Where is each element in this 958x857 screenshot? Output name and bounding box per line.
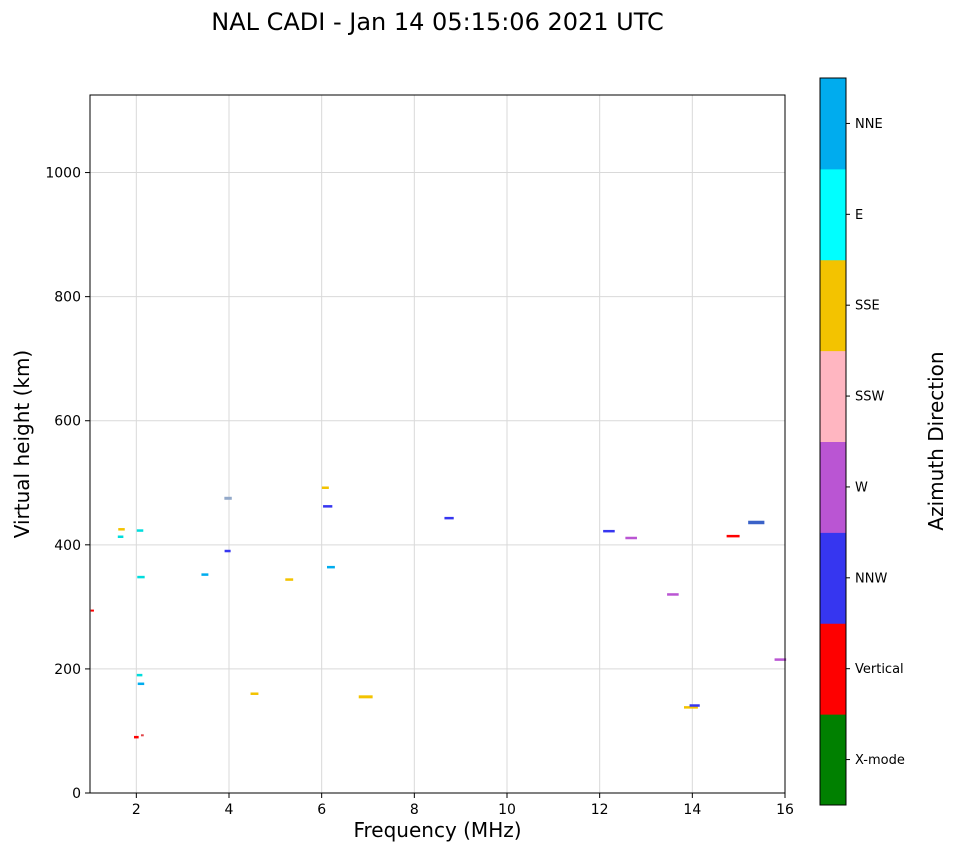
colorbar-tick-label: SSE bbox=[855, 299, 880, 314]
data-point bbox=[667, 593, 679, 596]
data-point bbox=[137, 575, 145, 579]
colorbar-segment bbox=[820, 441, 846, 533]
data-point bbox=[201, 573, 209, 576]
data-point bbox=[118, 528, 125, 531]
data-point bbox=[136, 529, 144, 532]
colorbar-tick-label: NNE bbox=[855, 117, 883, 132]
x-tick-label: 10 bbox=[498, 802, 516, 818]
x-tick-label: 16 bbox=[776, 802, 794, 818]
y-axis-label: Virtual height (km) bbox=[10, 349, 34, 539]
colorbar-segment bbox=[820, 532, 846, 624]
y-tick-label: 1000 bbox=[45, 166, 81, 182]
data-point bbox=[224, 496, 232, 500]
data-point bbox=[224, 549, 231, 553]
y-tick-label: 600 bbox=[54, 414, 81, 430]
colorbar-segment bbox=[820, 78, 846, 170]
x-tick-label: 14 bbox=[683, 802, 701, 818]
data-point bbox=[748, 520, 765, 525]
x-tick-label: 12 bbox=[591, 802, 609, 818]
data-point bbox=[321, 486, 329, 489]
colorbar-tick-label: Vertical bbox=[855, 662, 904, 677]
data-point bbox=[250, 692, 259, 695]
data-point bbox=[774, 658, 787, 661]
data-point bbox=[136, 673, 143, 677]
data-point bbox=[137, 682, 145, 686]
data-point bbox=[358, 695, 373, 699]
y-tick-label: 800 bbox=[54, 290, 81, 306]
data-point bbox=[140, 734, 144, 737]
colorbar-segment bbox=[820, 350, 846, 442]
colorbar-tick-label: E bbox=[855, 208, 863, 223]
colorbar-tick-label: NNW bbox=[855, 571, 887, 586]
data-point bbox=[683, 706, 698, 709]
x-tick-label: 6 bbox=[317, 802, 326, 818]
colorbar-segment bbox=[820, 714, 846, 806]
colorbar-tick-label: SSW bbox=[855, 390, 885, 405]
y-tick-label: 0 bbox=[72, 786, 81, 802]
colorbar-label: Azimuth Direction bbox=[924, 351, 948, 531]
y-tick-label: 200 bbox=[54, 662, 81, 678]
colorbar-segment bbox=[820, 259, 846, 352]
x-axis-label: Frequency (MHz) bbox=[353, 818, 522, 842]
data-point bbox=[726, 534, 740, 538]
data-point bbox=[323, 505, 333, 508]
x-tick-label: 8 bbox=[410, 802, 419, 818]
colorbar-tick-label: X-mode bbox=[855, 753, 905, 768]
data-point bbox=[689, 704, 700, 707]
colorbar-segment bbox=[820, 623, 846, 715]
data-point bbox=[134, 735, 139, 739]
x-tick-label: 2 bbox=[132, 802, 141, 818]
data-point bbox=[625, 536, 637, 540]
data-point bbox=[444, 516, 454, 520]
data-point bbox=[117, 535, 124, 539]
colorbar-segment bbox=[820, 168, 846, 261]
plot-border bbox=[89, 94, 786, 794]
y-tick-label: 400 bbox=[54, 538, 81, 554]
data-point bbox=[326, 565, 335, 569]
colorbar-border bbox=[819, 77, 847, 806]
data-point bbox=[90, 609, 94, 612]
data-point bbox=[603, 529, 615, 533]
data-point bbox=[285, 578, 294, 581]
x-tick-label: 4 bbox=[225, 802, 234, 818]
chart-title: NAL CADI - Jan 14 05:15:06 2021 UTC bbox=[211, 8, 664, 36]
colorbar-tick-label: W bbox=[855, 480, 868, 495]
